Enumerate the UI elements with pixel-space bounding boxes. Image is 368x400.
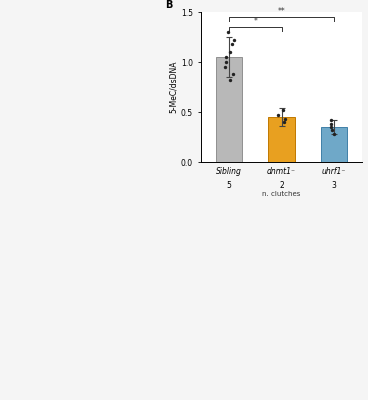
Point [229,41,235,47]
Text: B: B [165,0,172,10]
Text: 2: 2 [279,182,284,190]
Point [225,29,231,35]
Point [283,116,289,122]
Point [231,37,237,43]
Text: 3: 3 [331,182,336,190]
Point [227,77,233,83]
Text: *: * [254,17,257,26]
Point [328,124,334,130]
Bar [269,117,294,162]
Bar [216,57,243,162]
Point [329,127,335,133]
Text: n. clutches: n. clutches [262,191,301,197]
Bar [321,127,347,162]
Point [282,119,287,125]
Point [328,117,334,123]
Point [222,64,228,70]
Point [331,131,337,137]
Point [275,112,280,118]
Point [223,54,229,60]
Text: **: ** [277,7,286,16]
Y-axis label: 5-MeC/dsDNA: 5-MeC/dsDNA [169,61,178,113]
Point [230,71,236,77]
Point [223,59,229,65]
Point [280,107,286,113]
Text: 5: 5 [227,182,232,190]
Point [227,49,233,55]
Point [328,121,334,127]
